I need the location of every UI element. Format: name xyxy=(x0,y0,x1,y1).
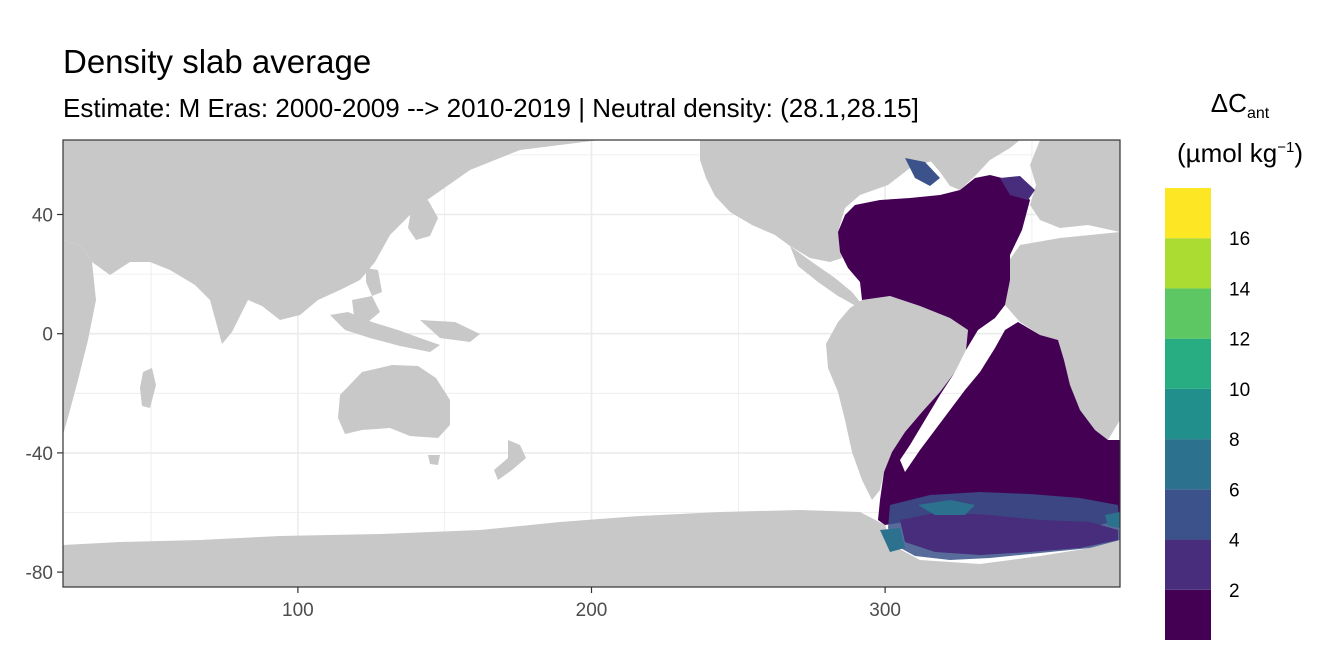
data-labrador xyxy=(1000,176,1035,200)
land-new-zealand xyxy=(494,440,526,480)
land-greenland xyxy=(928,140,1020,190)
colorbar-label: 2 xyxy=(1229,581,1240,602)
colorbar-label: 12 xyxy=(1229,330,1250,351)
land-south-america xyxy=(826,296,968,500)
land-antarctica xyxy=(63,510,1120,587)
land-new-guinea xyxy=(420,320,480,342)
colorbar-bin xyxy=(1165,188,1211,239)
colorbar-bin xyxy=(1165,238,1211,289)
land-australia xyxy=(338,365,450,438)
y-tick-label: -80 xyxy=(26,563,53,584)
x-tick-label: 300 xyxy=(869,600,901,621)
plot-title: Density slab average xyxy=(63,43,372,80)
colorbar-label: 4 xyxy=(1229,531,1240,552)
legend-units-sup: −1 xyxy=(1277,139,1295,156)
land-japan xyxy=(408,200,438,240)
colorbar-label: 6 xyxy=(1229,480,1240,501)
data-weddell-bin2 xyxy=(900,512,1118,555)
y-tick-label: 0 xyxy=(42,325,53,346)
colorbar-label: 8 xyxy=(1229,430,1240,451)
colorbar-bin xyxy=(1165,489,1211,540)
data-north-atlantic xyxy=(838,175,1120,530)
colorbar-bin xyxy=(1165,338,1211,389)
colorbar-bin xyxy=(1165,288,1211,339)
colorbar-bin xyxy=(1165,539,1211,590)
data-weddell-bin4c xyxy=(1105,512,1120,528)
colorbar-bin xyxy=(1165,439,1211,490)
land-europe xyxy=(1030,140,1120,232)
data-nordic-seas xyxy=(905,158,940,186)
land-philippines xyxy=(366,268,382,296)
land-indonesia xyxy=(330,312,440,352)
legend-title-main: ΔC xyxy=(1210,88,1247,118)
land-madagascar xyxy=(140,368,156,408)
colorbar-legend: 2 4 6 8 10 12 14 16 xyxy=(1165,188,1251,640)
land-borneo xyxy=(352,296,380,322)
land-central-america xyxy=(790,246,860,306)
legend-title-sub: ant xyxy=(1246,105,1270,122)
land-mask xyxy=(63,140,1120,587)
x-tick-label: 100 xyxy=(282,600,314,621)
data-weddell-bin4 xyxy=(918,500,975,515)
legend-title: ΔCant xyxy=(1150,88,1330,123)
land-africa xyxy=(1002,232,1120,440)
plot-subtitle: Estimate: M Eras: 2000-2009 --> 2010-201… xyxy=(63,93,919,123)
colorbar-bin xyxy=(1165,388,1211,440)
land-eurasia xyxy=(63,140,700,344)
legend-units: (µmol kg−1) xyxy=(1150,138,1330,169)
colorbar-bin xyxy=(1165,589,1211,640)
y-axis: 40 0 -40 -80 xyxy=(26,206,63,584)
land-tasmania xyxy=(428,455,440,465)
land-africa-east xyxy=(63,240,96,435)
colorbar-label: 14 xyxy=(1229,279,1251,300)
land-north-america xyxy=(700,140,1020,262)
x-tick-label: 200 xyxy=(576,600,608,621)
colorbar-label: 16 xyxy=(1229,229,1250,250)
y-tick-label: 40 xyxy=(32,206,53,227)
y-tick-label: -40 xyxy=(26,444,53,465)
cant-data-layer xyxy=(838,158,1120,560)
map-panel xyxy=(62,139,1121,588)
x-axis: 100 200 300 xyxy=(282,587,901,621)
legend-units-suffix: ) xyxy=(1294,138,1303,168)
colorbar-label: 10 xyxy=(1229,380,1250,401)
legend-units-prefix: (µmol kg xyxy=(1177,138,1278,168)
data-weddell-bin4b xyxy=(880,528,905,552)
